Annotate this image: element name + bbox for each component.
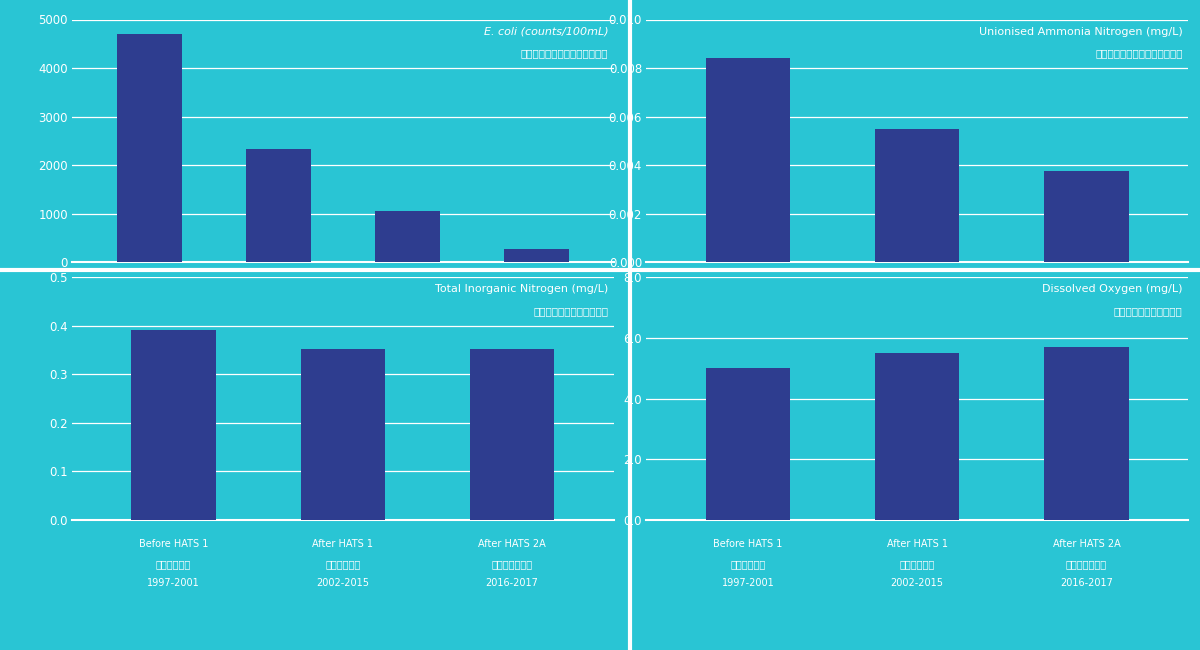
Text: 大腸桿菌含量（個／每百毫升）: 大腸桿菌含量（個／每百毫升） [521,49,608,58]
Text: 1997-2001: 1997-2001 [148,578,200,588]
Text: 1997-2001: 1997-2001 [721,578,774,588]
Bar [470,349,554,520]
Text: 1997-2001: 1997-2001 [721,320,774,331]
Bar [1044,347,1129,520]
Text: After HATS 1: After HATS 1 [887,540,948,549]
Text: E. coli (counts/100mL): E. coli (counts/100mL) [484,27,608,37]
Text: 2016-2017: 2016-2017 [486,578,539,588]
Bar [131,330,216,520]
Text: Dissolved Oxygen (mg/L): Dissolved Oxygen (mg/L) [1042,284,1182,294]
Text: After HATS 1: After HATS 1 [312,540,373,549]
Text: After HATS 1: After HATS 1 [248,282,308,292]
Text: 第二期甲啟用後: 第二期甲啟用後 [492,559,533,569]
Bar [875,129,960,263]
Text: 第一期啟用前: 第一期啟用前 [731,302,766,311]
Text: 第二期甲啟用後: 第二期甲啟用後 [516,302,557,311]
Text: 2002-2009: 2002-2009 [252,320,305,331]
Text: After HATS 2A: After HATS 2A [479,540,546,549]
Text: 2002-2015: 2002-2015 [890,578,943,588]
Text: 2016-2017: 2016-2017 [510,320,563,331]
Bar [1044,172,1129,263]
Text: 第一期啟用後: 第一期啟用後 [325,559,360,569]
Text: After HATS 2A: After HATS 2A [503,282,570,292]
Text: After HATS 2A: After HATS 2A [1052,540,1121,549]
Text: 第一期啟用後: 第一期啟用後 [900,302,935,311]
Bar [300,349,385,520]
Text: 2002-2015: 2002-2015 [890,320,943,331]
Text: 第一期啟用後: 第一期啟用後 [260,302,296,311]
Text: 第二期甲啟用後: 第二期甲啟用後 [1066,302,1106,311]
Text: 溶解氧含量（毫克／升）: 溶解氧含量（毫克／升） [1114,306,1182,316]
Text: After HATS 2A: After HATS 2A [1052,282,1121,292]
Text: 第一期啟用前: 第一期啟用前 [132,302,167,311]
Text: 2016-2017: 2016-2017 [1060,320,1112,331]
Text: 非離子化氨氮含量（毫克／升）: 非離子化氨氮含量（毫克／升） [1096,49,1182,58]
Bar [118,34,181,263]
Text: Before HATS 1: Before HATS 1 [713,282,782,292]
Text: Total Inorganic Nitrogen (mg/L): Total Inorganic Nitrogen (mg/L) [436,284,608,294]
Bar [504,249,569,263]
Bar [706,58,790,263]
Text: Before HATS 1: Before HATS 1 [713,540,782,549]
Text: 2002-2015: 2002-2015 [317,578,370,588]
Text: After Disinfection: After Disinfection [365,282,450,292]
Text: 2010-2015: 2010-2015 [380,320,434,331]
Text: Before HATS 1: Before HATS 1 [115,282,184,292]
Text: Before HATS 1: Before HATS 1 [139,540,209,549]
Bar [246,150,311,263]
Bar [706,368,790,520]
Text: 前期消毒設施啟用後: 前期消毒設施啟用後 [380,302,434,311]
Text: After HATS 1: After HATS 1 [887,282,948,292]
Text: 第一期啟用前: 第一期啟用前 [731,559,766,569]
Text: 第二期甲啟用後: 第二期甲啟用後 [1066,559,1106,569]
Bar [376,211,439,263]
Bar [875,353,960,520]
Text: 總無機氮含量（毫克／升）: 總無機氮含量（毫克／升） [533,306,608,316]
Text: Unionised Ammonia Nitrogen (mg/L): Unionised Ammonia Nitrogen (mg/L) [979,27,1182,37]
Text: 1997-2001: 1997-2001 [124,320,175,331]
Text: 第一期啟用後: 第一期啟用後 [900,559,935,569]
Text: 第一期啟用前: 第一期啟用前 [156,559,191,569]
Text: 2016-2017: 2016-2017 [1060,578,1112,588]
